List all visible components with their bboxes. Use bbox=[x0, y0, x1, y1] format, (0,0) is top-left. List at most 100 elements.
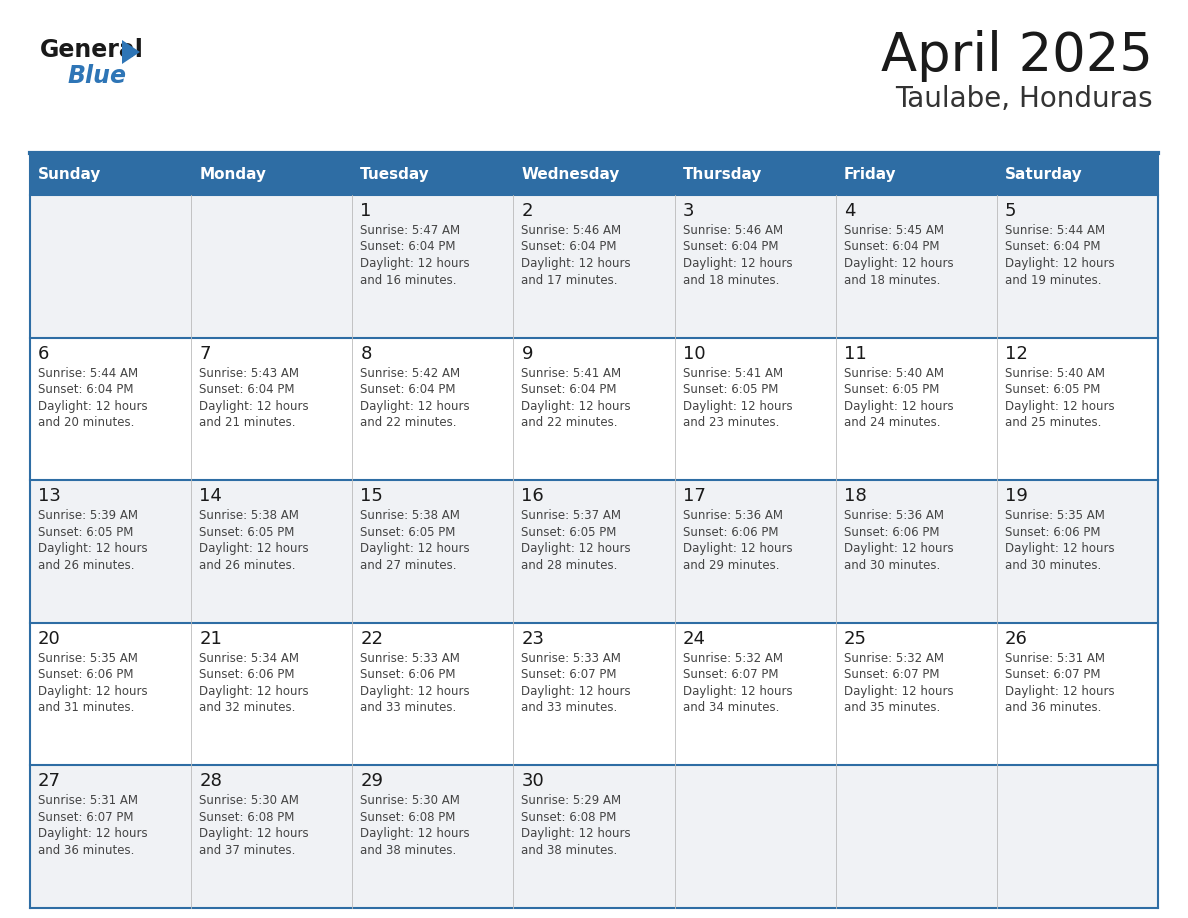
Text: 15: 15 bbox=[360, 487, 384, 505]
Bar bbox=[997, 480, 1158, 622]
Bar bbox=[353, 195, 513, 338]
Text: 26: 26 bbox=[1005, 630, 1028, 648]
Text: 1: 1 bbox=[360, 202, 372, 220]
Text: Daylight: 12 hours: Daylight: 12 hours bbox=[522, 685, 631, 698]
Text: Sunrise: 5:36 AM: Sunrise: 5:36 AM bbox=[843, 509, 943, 522]
Text: Taulabe, Honduras: Taulabe, Honduras bbox=[896, 85, 1154, 113]
Bar bbox=[675, 622, 835, 766]
Text: 16: 16 bbox=[522, 487, 544, 505]
Text: Daylight: 12 hours: Daylight: 12 hours bbox=[38, 543, 147, 555]
Text: Sunrise: 5:31 AM: Sunrise: 5:31 AM bbox=[38, 794, 138, 808]
Text: Sunrise: 5:41 AM: Sunrise: 5:41 AM bbox=[683, 366, 783, 380]
Bar bbox=[30, 766, 191, 908]
Text: Sunrise: 5:39 AM: Sunrise: 5:39 AM bbox=[38, 509, 138, 522]
Bar bbox=[30, 480, 191, 622]
Text: Daylight: 12 hours: Daylight: 12 hours bbox=[683, 543, 792, 555]
Text: 22: 22 bbox=[360, 630, 384, 648]
Text: Sunrise: 5:38 AM: Sunrise: 5:38 AM bbox=[200, 509, 299, 522]
Bar bbox=[513, 338, 675, 480]
Text: and 16 minutes.: and 16 minutes. bbox=[360, 274, 456, 286]
Text: Daylight: 12 hours: Daylight: 12 hours bbox=[360, 685, 470, 698]
Text: and 24 minutes.: and 24 minutes. bbox=[843, 416, 940, 429]
Text: Sunset: 6:07 PM: Sunset: 6:07 PM bbox=[1005, 668, 1100, 681]
Text: Sunrise: 5:32 AM: Sunrise: 5:32 AM bbox=[683, 652, 783, 665]
Text: Sunset: 6:08 PM: Sunset: 6:08 PM bbox=[200, 811, 295, 823]
Text: Sunset: 6:05 PM: Sunset: 6:05 PM bbox=[200, 526, 295, 539]
Text: Sunset: 6:05 PM: Sunset: 6:05 PM bbox=[843, 383, 939, 396]
Text: 18: 18 bbox=[843, 487, 866, 505]
Text: Daylight: 12 hours: Daylight: 12 hours bbox=[683, 685, 792, 698]
Text: 7: 7 bbox=[200, 344, 210, 363]
Text: Wednesday: Wednesday bbox=[522, 167, 620, 183]
Text: Sunrise: 5:44 AM: Sunrise: 5:44 AM bbox=[38, 366, 138, 380]
Bar bbox=[835, 480, 997, 622]
Text: Daylight: 12 hours: Daylight: 12 hours bbox=[38, 399, 147, 412]
Text: Sunset: 6:05 PM: Sunset: 6:05 PM bbox=[522, 526, 617, 539]
Text: 14: 14 bbox=[200, 487, 222, 505]
Bar bbox=[513, 155, 675, 195]
Text: Sunrise: 5:47 AM: Sunrise: 5:47 AM bbox=[360, 224, 461, 237]
Text: 4: 4 bbox=[843, 202, 855, 220]
Text: Sunset: 6:04 PM: Sunset: 6:04 PM bbox=[522, 383, 617, 396]
Text: 19: 19 bbox=[1005, 487, 1028, 505]
Text: and 29 minutes.: and 29 minutes. bbox=[683, 559, 779, 572]
Text: Sunrise: 5:34 AM: Sunrise: 5:34 AM bbox=[200, 652, 299, 665]
Text: Sunrise: 5:35 AM: Sunrise: 5:35 AM bbox=[1005, 509, 1105, 522]
Bar bbox=[353, 622, 513, 766]
Text: Daylight: 12 hours: Daylight: 12 hours bbox=[1005, 399, 1114, 412]
Text: and 30 minutes.: and 30 minutes. bbox=[843, 559, 940, 572]
Text: and 38 minutes.: and 38 minutes. bbox=[522, 844, 618, 856]
Text: and 32 minutes.: and 32 minutes. bbox=[200, 701, 296, 714]
Bar bbox=[191, 195, 353, 338]
Text: Sunset: 6:05 PM: Sunset: 6:05 PM bbox=[360, 526, 456, 539]
Bar bbox=[191, 338, 353, 480]
Text: Sunrise: 5:33 AM: Sunrise: 5:33 AM bbox=[522, 652, 621, 665]
Text: Friday: Friday bbox=[843, 167, 896, 183]
Text: 28: 28 bbox=[200, 772, 222, 790]
Bar bbox=[997, 155, 1158, 195]
Text: Sunset: 6:07 PM: Sunset: 6:07 PM bbox=[522, 668, 617, 681]
Bar bbox=[997, 195, 1158, 338]
Bar bbox=[30, 195, 191, 338]
Text: Daylight: 12 hours: Daylight: 12 hours bbox=[200, 685, 309, 698]
Text: Daylight: 12 hours: Daylight: 12 hours bbox=[360, 257, 470, 270]
Text: Daylight: 12 hours: Daylight: 12 hours bbox=[843, 543, 953, 555]
Text: Daylight: 12 hours: Daylight: 12 hours bbox=[843, 399, 953, 412]
Text: General: General bbox=[40, 38, 144, 62]
Bar bbox=[675, 480, 835, 622]
Text: and 27 minutes.: and 27 minutes. bbox=[360, 559, 456, 572]
Text: Daylight: 12 hours: Daylight: 12 hours bbox=[683, 257, 792, 270]
Text: 8: 8 bbox=[360, 344, 372, 363]
Text: Daylight: 12 hours: Daylight: 12 hours bbox=[1005, 685, 1114, 698]
Text: 27: 27 bbox=[38, 772, 61, 790]
Text: Sunrise: 5:33 AM: Sunrise: 5:33 AM bbox=[360, 652, 460, 665]
Text: and 20 minutes.: and 20 minutes. bbox=[38, 416, 134, 429]
Text: Sunrise: 5:42 AM: Sunrise: 5:42 AM bbox=[360, 366, 461, 380]
Text: Sunset: 6:05 PM: Sunset: 6:05 PM bbox=[38, 526, 133, 539]
Text: Daylight: 12 hours: Daylight: 12 hours bbox=[1005, 543, 1114, 555]
Text: Sunset: 6:06 PM: Sunset: 6:06 PM bbox=[683, 526, 778, 539]
Text: 3: 3 bbox=[683, 202, 694, 220]
Text: Sunset: 6:08 PM: Sunset: 6:08 PM bbox=[522, 811, 617, 823]
Text: and 21 minutes.: and 21 minutes. bbox=[200, 416, 296, 429]
Bar bbox=[835, 155, 997, 195]
Text: Sunset: 6:04 PM: Sunset: 6:04 PM bbox=[360, 241, 456, 253]
Text: Daylight: 12 hours: Daylight: 12 hours bbox=[200, 827, 309, 840]
Bar bbox=[513, 480, 675, 622]
Text: Sunset: 6:04 PM: Sunset: 6:04 PM bbox=[843, 241, 940, 253]
Text: Sunset: 6:04 PM: Sunset: 6:04 PM bbox=[200, 383, 295, 396]
Text: Sunrise: 5:30 AM: Sunrise: 5:30 AM bbox=[360, 794, 460, 808]
Bar bbox=[675, 195, 835, 338]
Text: Sunset: 6:06 PM: Sunset: 6:06 PM bbox=[200, 668, 295, 681]
Text: and 28 minutes.: and 28 minutes. bbox=[522, 559, 618, 572]
Text: Sunrise: 5:40 AM: Sunrise: 5:40 AM bbox=[843, 366, 943, 380]
Text: Sunset: 6:04 PM: Sunset: 6:04 PM bbox=[522, 241, 617, 253]
Text: Daylight: 12 hours: Daylight: 12 hours bbox=[522, 399, 631, 412]
Text: and 35 minutes.: and 35 minutes. bbox=[843, 701, 940, 714]
Polygon shape bbox=[122, 40, 140, 64]
Text: Daylight: 12 hours: Daylight: 12 hours bbox=[38, 827, 147, 840]
Text: Blue: Blue bbox=[68, 64, 127, 88]
Text: Thursday: Thursday bbox=[683, 167, 762, 183]
Text: Sunset: 6:07 PM: Sunset: 6:07 PM bbox=[683, 668, 778, 681]
Text: 9: 9 bbox=[522, 344, 533, 363]
